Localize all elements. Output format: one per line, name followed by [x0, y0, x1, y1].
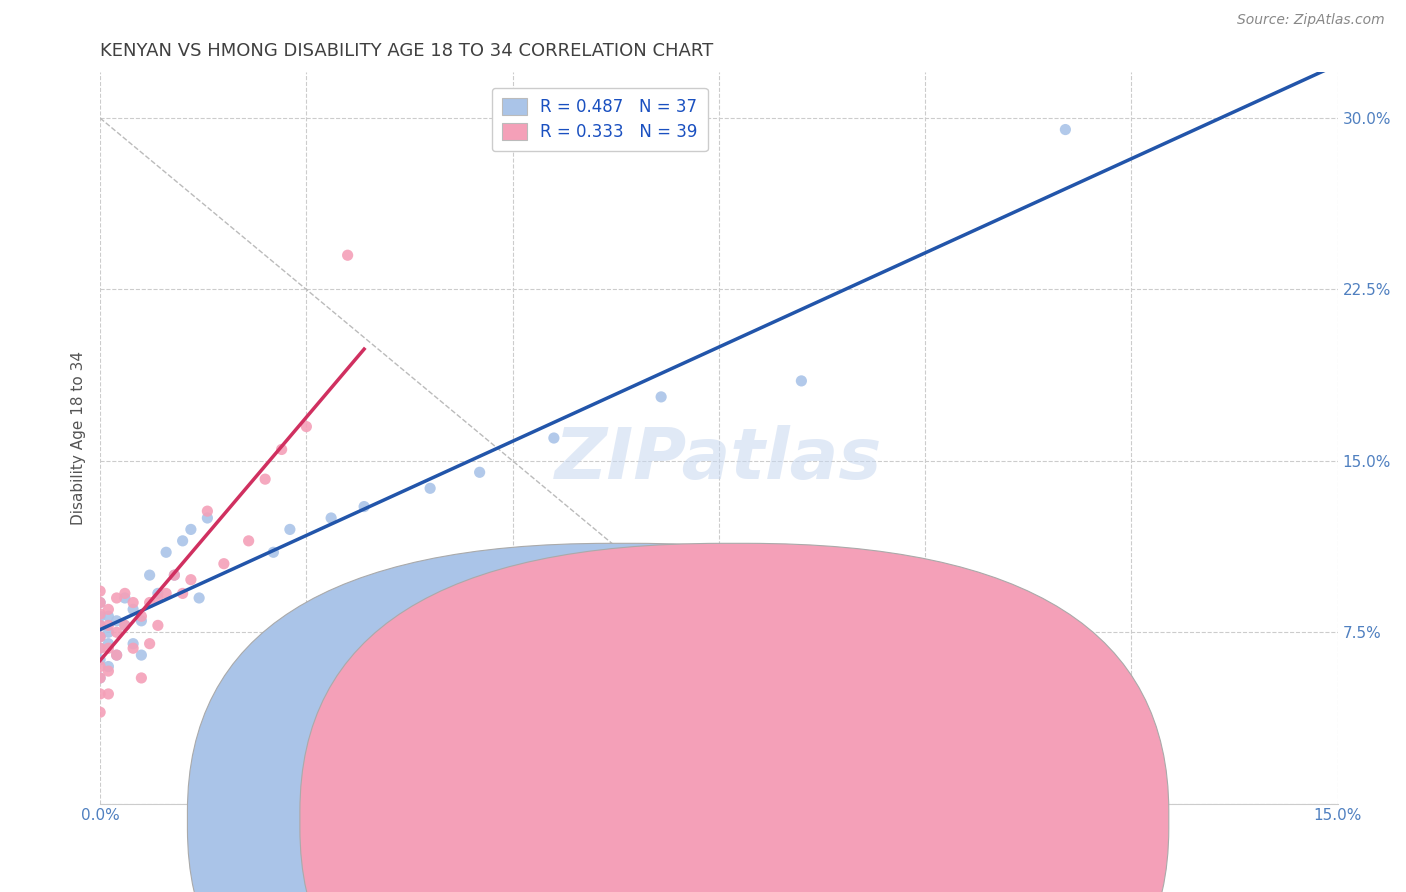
Y-axis label: Disability Age 18 to 34: Disability Age 18 to 34	[72, 351, 86, 525]
Point	[155, 586, 177, 600]
Point	[97, 625, 120, 640]
Point	[114, 618, 136, 632]
Point	[543, 431, 565, 445]
Point	[89, 618, 111, 632]
Point	[278, 523, 301, 537]
Point	[89, 595, 111, 609]
Point	[105, 648, 128, 662]
Point	[89, 687, 111, 701]
Point	[138, 568, 160, 582]
Point	[254, 472, 277, 486]
Point	[89, 618, 111, 632]
Point	[89, 653, 111, 667]
Point	[238, 533, 260, 548]
Point	[122, 641, 145, 656]
Text: KENYAN VS HMONG DISABILITY AGE 18 TO 34 CORRELATION CHART: KENYAN VS HMONG DISABILITY AGE 18 TO 34 …	[100, 42, 713, 60]
Point	[650, 390, 672, 404]
Legend: R = 0.487   N = 37, R = 0.333   N = 39: R = 0.487 N = 37, R = 0.333 N = 39	[492, 88, 707, 151]
Point	[163, 568, 186, 582]
Point	[163, 568, 186, 582]
Text: ZIPatlas: ZIPatlas	[555, 425, 883, 494]
Point	[105, 648, 128, 662]
Point	[114, 586, 136, 600]
Point	[122, 602, 145, 616]
Point	[89, 641, 111, 656]
Point	[138, 637, 160, 651]
Point	[114, 618, 136, 632]
Text: Source: ZipAtlas.com: Source: ZipAtlas.com	[1237, 13, 1385, 28]
Point	[353, 500, 375, 514]
Point	[97, 687, 120, 701]
Point	[97, 641, 120, 656]
Point	[172, 533, 194, 548]
Point	[97, 602, 120, 616]
Point	[89, 630, 111, 644]
Point	[180, 573, 202, 587]
Point	[468, 465, 491, 479]
Point	[97, 609, 120, 624]
Point	[114, 591, 136, 605]
Point	[89, 671, 111, 685]
Point	[89, 584, 111, 599]
Point	[89, 671, 111, 685]
Point	[195, 511, 218, 525]
Point	[105, 614, 128, 628]
Text: Kenyans: Kenyans	[637, 814, 707, 831]
Point	[295, 419, 318, 434]
Point	[131, 609, 153, 624]
Point	[138, 595, 160, 609]
Point	[89, 630, 111, 644]
Point	[212, 557, 235, 571]
Point	[1054, 122, 1077, 136]
Point	[89, 609, 111, 624]
Point	[131, 648, 153, 662]
Point	[790, 374, 813, 388]
Point	[131, 614, 153, 628]
Point	[146, 586, 169, 600]
Point	[146, 618, 169, 632]
Point	[89, 595, 111, 609]
Point	[97, 618, 120, 632]
Point	[105, 625, 128, 640]
Point	[89, 659, 111, 673]
Point	[321, 511, 343, 525]
Point	[89, 607, 111, 621]
Point	[270, 442, 292, 457]
Point	[122, 637, 145, 651]
Point	[262, 545, 284, 559]
Point	[155, 545, 177, 559]
Point	[131, 671, 153, 685]
Point	[122, 595, 145, 609]
Point	[195, 504, 218, 518]
Text: Hmong: Hmong	[749, 814, 810, 831]
Point	[89, 641, 111, 656]
Point	[180, 523, 202, 537]
Point	[105, 591, 128, 605]
Point	[97, 664, 120, 678]
Point	[146, 591, 169, 605]
Point	[188, 591, 211, 605]
Point	[97, 637, 120, 651]
Point	[89, 705, 111, 719]
Point	[172, 586, 194, 600]
Point	[97, 659, 120, 673]
Point	[419, 481, 441, 495]
Point	[336, 248, 359, 262]
